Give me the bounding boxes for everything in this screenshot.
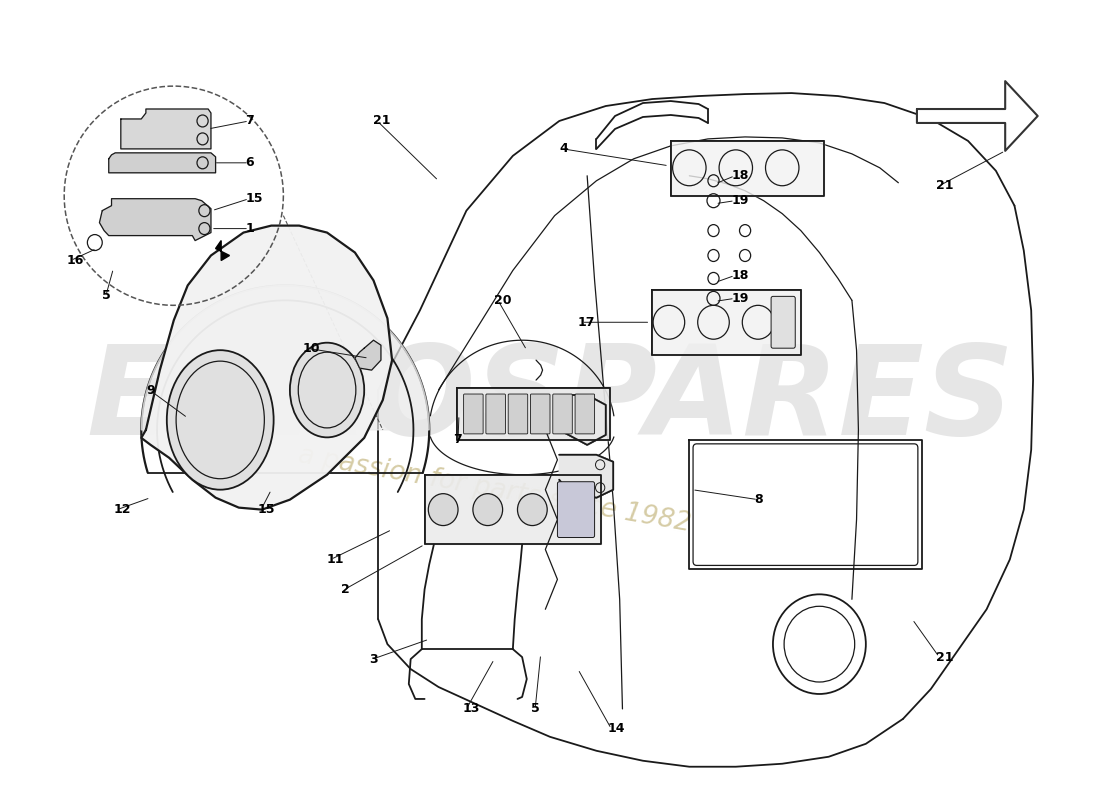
FancyBboxPatch shape [530, 394, 550, 434]
Polygon shape [355, 340, 381, 370]
Text: 19: 19 [732, 194, 748, 207]
Polygon shape [559, 395, 606, 445]
Text: 18: 18 [732, 269, 748, 282]
FancyBboxPatch shape [486, 394, 505, 434]
FancyBboxPatch shape [558, 482, 595, 538]
Text: 8: 8 [755, 493, 763, 506]
Polygon shape [425, 474, 601, 545]
FancyBboxPatch shape [575, 394, 595, 434]
Circle shape [428, 494, 458, 526]
Text: 15: 15 [257, 503, 275, 516]
Text: 16: 16 [67, 254, 85, 267]
Text: 9: 9 [146, 383, 154, 397]
Text: 14: 14 [607, 722, 625, 735]
Text: 6: 6 [245, 156, 254, 170]
Text: 21: 21 [935, 179, 953, 192]
Text: 20: 20 [494, 294, 512, 307]
Text: 2: 2 [341, 583, 350, 596]
Text: 5: 5 [102, 289, 111, 302]
FancyBboxPatch shape [508, 394, 528, 434]
FancyBboxPatch shape [553, 394, 572, 434]
Polygon shape [652, 290, 801, 355]
Text: 11: 11 [327, 553, 344, 566]
Ellipse shape [290, 342, 364, 438]
Text: 17: 17 [578, 316, 595, 329]
Circle shape [473, 494, 503, 526]
Text: 1: 1 [245, 222, 254, 235]
Polygon shape [216, 241, 230, 261]
Text: 5: 5 [531, 702, 540, 715]
Circle shape [517, 494, 547, 526]
Text: 3: 3 [368, 653, 377, 666]
Text: 15: 15 [245, 192, 263, 206]
Polygon shape [559, 455, 613, 498]
FancyBboxPatch shape [463, 394, 483, 434]
Text: 13: 13 [463, 702, 480, 715]
Polygon shape [99, 198, 211, 241]
Text: 4: 4 [559, 142, 568, 155]
Polygon shape [458, 388, 610, 440]
Polygon shape [917, 81, 1037, 151]
Text: 21: 21 [935, 650, 953, 664]
Text: a passion for parts since 1982: a passion for parts since 1982 [296, 442, 693, 537]
Text: 10: 10 [302, 342, 320, 354]
Text: 12: 12 [113, 503, 131, 516]
Polygon shape [109, 153, 216, 173]
Text: 19: 19 [732, 292, 748, 305]
Text: 21: 21 [374, 114, 390, 127]
Polygon shape [121, 109, 211, 149]
Ellipse shape [167, 350, 274, 490]
Text: 18: 18 [732, 170, 748, 182]
Text: 7: 7 [245, 114, 254, 127]
Text: EUROSPARES: EUROSPARES [86, 339, 1014, 461]
Polygon shape [141, 226, 392, 510]
Polygon shape [141, 286, 429, 430]
Polygon shape [671, 141, 824, 196]
FancyBboxPatch shape [771, 296, 795, 348]
Text: 7: 7 [453, 434, 462, 446]
